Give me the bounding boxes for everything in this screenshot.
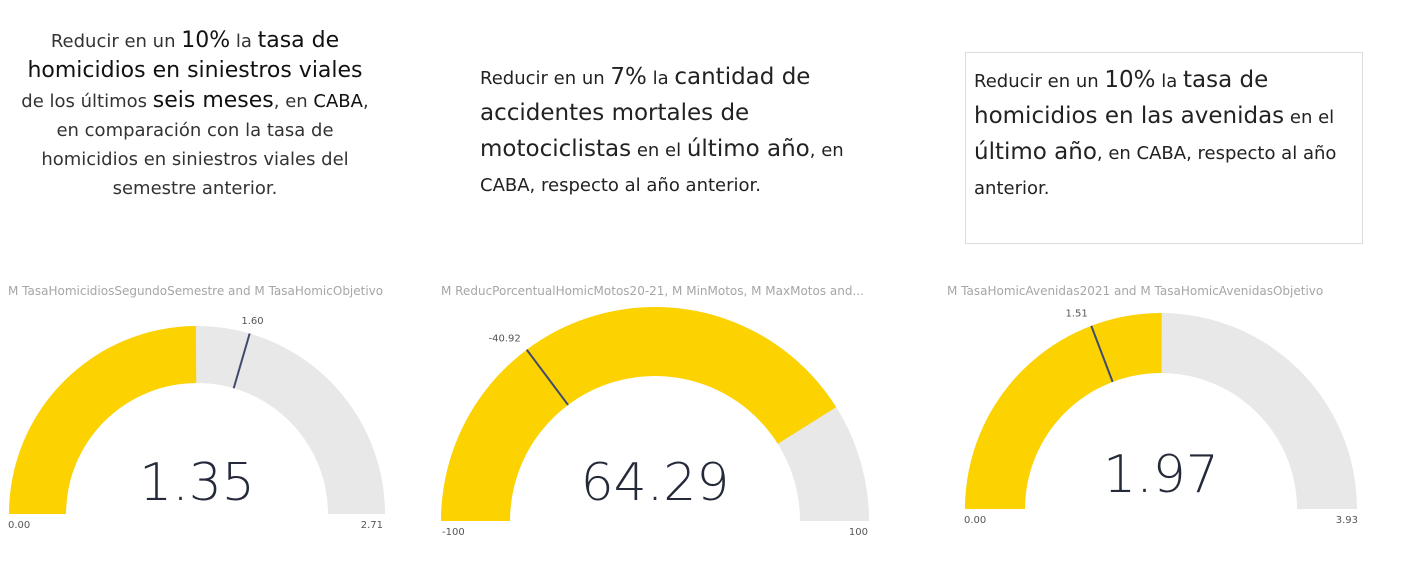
gauge-value-arc[interactable] (9, 326, 197, 514)
goal1-period: seis meses (152, 88, 274, 113)
gauge-homicide-rate[interactable]: 1.60 1.35 0.00 2.71 (0, 300, 400, 550)
gauge-target-label: 1.51 (1065, 308, 1087, 319)
goal-card-avenue-homicides[interactable]: Reducir en un 10% la tasa de homicidios … (965, 52, 1363, 244)
goal1-text-d: , en (273, 91, 314, 112)
goal1-text-a: Reducir en un (50, 31, 182, 52)
gauge-value-arc[interactable] (441, 307, 837, 521)
gauge-target-marker[interactable] (1090, 325, 1114, 383)
goal2-metric: cantidad de accidentes mortales de motoc… (480, 64, 811, 162)
gauge-motorcycle-reduction[interactable]: -40.92 64.29 -100 100 (430, 300, 880, 550)
goal2-percent: 7% (610, 64, 647, 90)
gauge-target-marker[interactable] (525, 349, 569, 406)
gauge-target-marker[interactable] (232, 333, 251, 389)
goal1-text-b: la (230, 31, 258, 52)
goal1-metric: tasa de homicidios en siniestros viales (27, 28, 363, 83)
gauge-max-label: 100 (849, 527, 868, 538)
goal3-text-d: , en CABA, respecto al año anterior. (974, 143, 1337, 199)
goal1-city: CABA (313, 91, 363, 112)
goal-card-motorcycle-deaths: Reducir en un 7% la cantidad de accident… (480, 60, 880, 203)
goal-card-homicide-rate: Reducir en un 10% la tasa de homicidios … (20, 26, 370, 203)
gauge-max-label: 2.71 (361, 520, 383, 531)
goal2-text-b: la (646, 68, 675, 89)
gauge-min-label: 0.00 (964, 515, 986, 526)
goal3-text-a: Reducir en un (974, 71, 1105, 92)
goal3-metric: tasa de homicidios en las avenidas (974, 67, 1285, 129)
gauge-value: 1.97 (1103, 445, 1219, 505)
gauge3-title: M TasaHomicAvenidas2021 and M TasaHomicA… (947, 284, 1324, 298)
gauge-max-label: 3.93 (1336, 515, 1358, 526)
gauge2-title: M ReducPorcentualHomicMotos20-21, M MinM… (441, 284, 864, 298)
gauge-avenue-homicides[interactable]: 1.51 1.97 0.00 3.93 (955, 300, 1375, 550)
goal2-text-c: en el (631, 140, 687, 161)
gauge-value: 1.35 (139, 453, 255, 513)
goal3-text-c: en el (1284, 107, 1335, 128)
gauge-value: 64.29 (581, 453, 730, 513)
gauge-min-label: 0.00 (8, 520, 30, 531)
gauge-min-label: -100 (442, 527, 465, 538)
goal1-percent: 10% (181, 28, 231, 53)
goal3-period: último año (974, 139, 1097, 165)
goal2-period: último año (686, 136, 810, 162)
gauge1-title: M TasaHomicidiosSegundoSemestre and M Ta… (8, 284, 384, 298)
goal1-text-c: de los últimos (21, 91, 153, 112)
gauge-value-arc[interactable] (965, 313, 1162, 509)
goal3-text-b: la (1155, 71, 1183, 92)
gauge-target-label: -40.92 (488, 334, 520, 345)
goal3-percent: 10% (1104, 67, 1156, 93)
gauge-target-label: 1.60 (241, 316, 263, 327)
goal2-text-d: , en CABA, respecto al año anterior. (480, 140, 844, 196)
goal1-text-e: , en comparación con la tasa de homicidi… (41, 91, 369, 199)
goal2-text-a: Reducir en un (480, 68, 611, 89)
